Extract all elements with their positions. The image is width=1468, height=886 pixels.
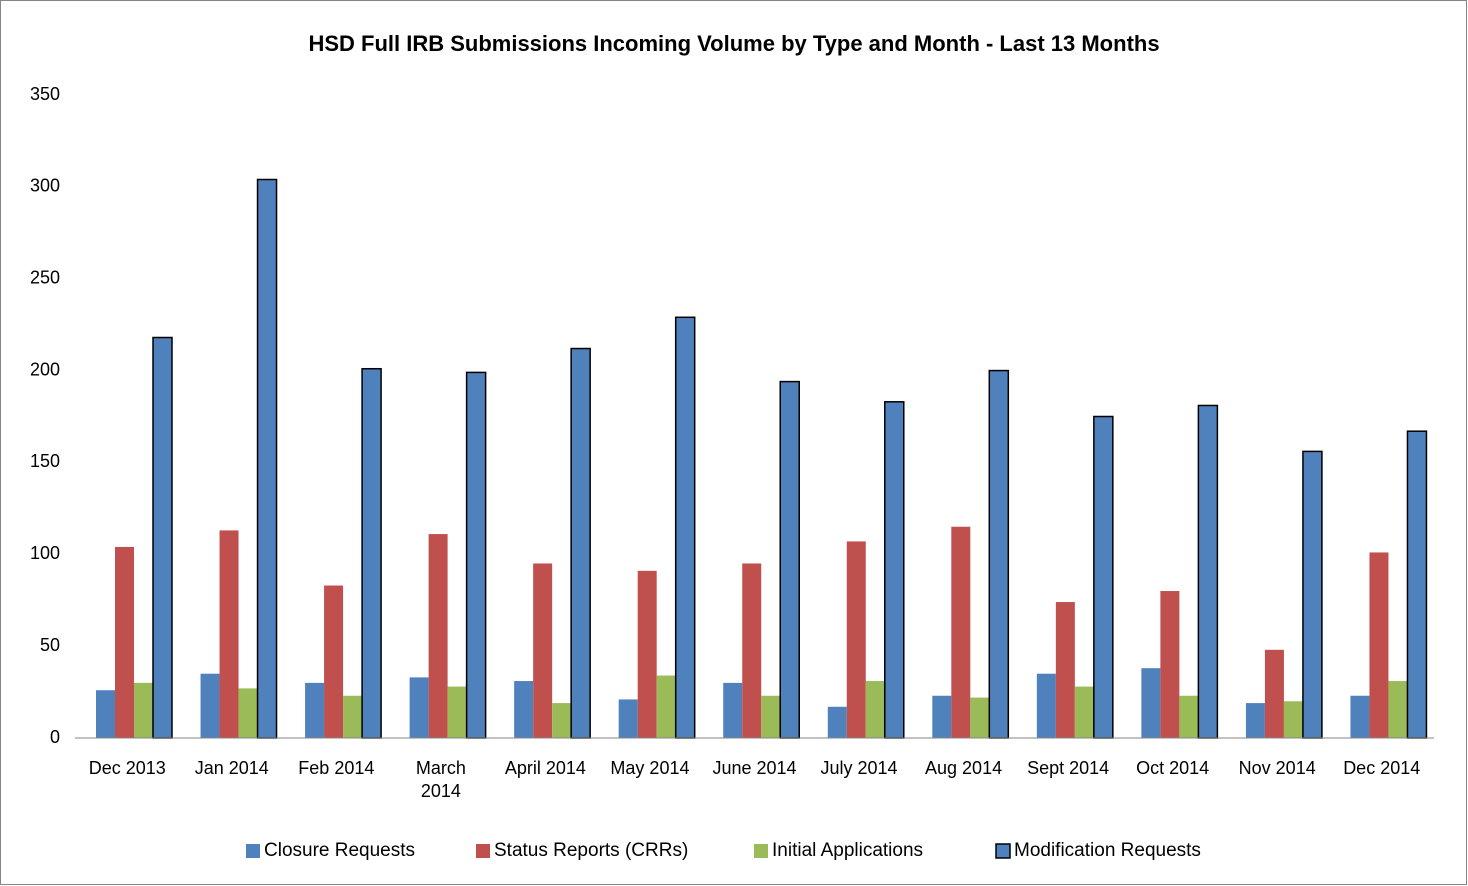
bar	[656, 675, 676, 738]
bar	[1264, 649, 1284, 738]
bar	[447, 686, 467, 738]
bar	[96, 690, 115, 738]
bar	[533, 563, 553, 738]
bar	[988, 369, 1010, 739]
bar	[134, 682, 153, 738]
x-tick-label: March 2014	[415, 758, 466, 801]
x-tick-label: Oct 2014	[1136, 758, 1210, 778]
bar	[1160, 591, 1180, 738]
bar	[238, 688, 258, 738]
y-tick-label: 150	[30, 451, 60, 471]
y-tick-label: 100	[30, 543, 60, 563]
bar	[1406, 430, 1428, 739]
bar	[1036, 673, 1056, 738]
y-tick-label: 0	[50, 727, 60, 747]
x-tick-label: Dec 2014	[1343, 758, 1421, 778]
x-tick-label: Aug 2014	[925, 758, 1003, 778]
bar	[152, 336, 173, 739]
bar	[674, 316, 696, 739]
bar	[970, 697, 990, 738]
legend-swatch	[754, 844, 768, 858]
x-tick-label: April 2014	[504, 758, 586, 778]
bar	[1141, 668, 1161, 738]
y-tick-label: 250	[30, 267, 60, 287]
legend-label: Status Reports (CRRs)	[494, 840, 688, 861]
bar	[115, 546, 134, 738]
bar	[1093, 415, 1114, 739]
bar	[1179, 695, 1199, 738]
bar	[827, 706, 847, 738]
y-tick-label: 200	[30, 359, 60, 379]
bar	[846, 541, 866, 738]
x-tick-label: Sept 2014	[1027, 758, 1110, 778]
bar	[465, 371, 487, 739]
bar	[409, 677, 429, 738]
x-tick-label: June 2014	[712, 758, 797, 778]
legend-label: Modification Requests	[1014, 840, 1201, 861]
bar	[552, 703, 572, 738]
bar	[200, 673, 220, 738]
bar	[865, 681, 885, 738]
bar	[305, 682, 325, 738]
bar	[1388, 681, 1408, 738]
y-tick-label: 350	[30, 84, 60, 104]
bar	[1074, 686, 1094, 738]
bar	[361, 367, 382, 739]
x-tick-label: Dec 2013	[88, 758, 166, 778]
bar	[742, 563, 762, 738]
bar	[1245, 703, 1265, 738]
legend-label: Initial Applications	[772, 840, 923, 861]
bar	[219, 530, 239, 738]
bar	[779, 380, 800, 739]
y-tick-label: 300	[30, 176, 60, 196]
x-tick-label: May 2014	[610, 758, 690, 778]
legend-swatch	[995, 843, 1011, 859]
x-tick-label: Nov 2014	[1238, 758, 1316, 778]
bar	[1369, 552, 1389, 738]
bar	[1302, 450, 1323, 739]
bar	[723, 682, 743, 738]
bar	[618, 699, 638, 738]
bar	[932, 695, 952, 738]
bar	[1197, 404, 1219, 739]
bar	[1350, 695, 1370, 738]
bar	[428, 534, 448, 738]
bar	[514, 681, 534, 738]
bar	[884, 401, 905, 739]
bar	[570, 347, 591, 739]
y-tick-label: 50	[40, 635, 60, 655]
x-tick-label: July 2014	[820, 758, 898, 778]
legend-swatch	[246, 844, 260, 858]
legend-label: Closure Requests	[264, 840, 415, 861]
x-tick-label: Feb 2014	[298, 758, 375, 778]
bar	[1283, 701, 1303, 738]
bar	[343, 695, 363, 738]
chart-title: HSD Full IRB Submissions Incoming Volume…	[308, 31, 1159, 56]
bar	[256, 178, 278, 739]
legend-swatch	[476, 844, 490, 858]
bar	[637, 570, 657, 738]
x-tick-label: Jan 2014	[194, 758, 269, 778]
bar	[1055, 602, 1075, 738]
bar	[761, 695, 781, 738]
bar	[951, 526, 971, 738]
bar	[324, 585, 344, 738]
